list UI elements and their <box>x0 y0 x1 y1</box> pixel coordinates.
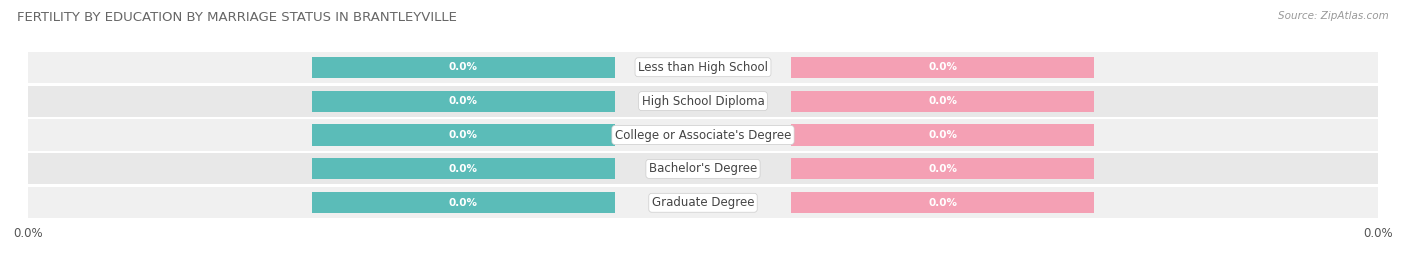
Bar <box>790 91 1094 112</box>
Text: Source: ZipAtlas.com: Source: ZipAtlas.com <box>1278 11 1389 21</box>
Bar <box>790 57 1094 78</box>
Bar <box>28 52 1378 83</box>
Bar <box>312 158 616 179</box>
Bar <box>312 158 616 179</box>
Text: 0.0%: 0.0% <box>928 164 957 174</box>
Bar <box>312 57 616 78</box>
Text: High School Diploma: High School Diploma <box>641 94 765 108</box>
Text: 0.0%: 0.0% <box>449 164 478 174</box>
Text: Graduate Degree: Graduate Degree <box>652 196 754 209</box>
Text: 0.0%: 0.0% <box>449 96 478 106</box>
Text: 0.0%: 0.0% <box>449 62 478 72</box>
Bar <box>28 86 1378 117</box>
Bar <box>312 192 616 213</box>
Bar <box>312 91 616 112</box>
Bar <box>790 158 1094 179</box>
Bar <box>312 124 616 146</box>
Bar <box>312 192 616 213</box>
Text: College or Associate's Degree: College or Associate's Degree <box>614 129 792 141</box>
Bar <box>790 192 1094 213</box>
Text: Less than High School: Less than High School <box>638 61 768 74</box>
Bar <box>790 158 1094 179</box>
Bar <box>28 187 1378 218</box>
Bar <box>790 124 1094 146</box>
Text: 0.0%: 0.0% <box>928 198 957 208</box>
Bar <box>790 91 1094 112</box>
Bar <box>28 153 1378 184</box>
Text: 0.0%: 0.0% <box>928 96 957 106</box>
Bar <box>312 57 616 78</box>
Text: Bachelor's Degree: Bachelor's Degree <box>650 162 756 176</box>
Text: 0.0%: 0.0% <box>449 130 478 140</box>
Text: 0.0%: 0.0% <box>928 62 957 72</box>
Bar <box>312 124 616 146</box>
Text: FERTILITY BY EDUCATION BY MARRIAGE STATUS IN BRANTLEYVILLE: FERTILITY BY EDUCATION BY MARRIAGE STATU… <box>17 11 457 24</box>
Bar <box>312 91 616 112</box>
Bar <box>790 57 1094 78</box>
Bar <box>28 119 1378 151</box>
Text: 0.0%: 0.0% <box>928 130 957 140</box>
Bar <box>790 192 1094 213</box>
Bar <box>790 124 1094 146</box>
Text: 0.0%: 0.0% <box>449 198 478 208</box>
